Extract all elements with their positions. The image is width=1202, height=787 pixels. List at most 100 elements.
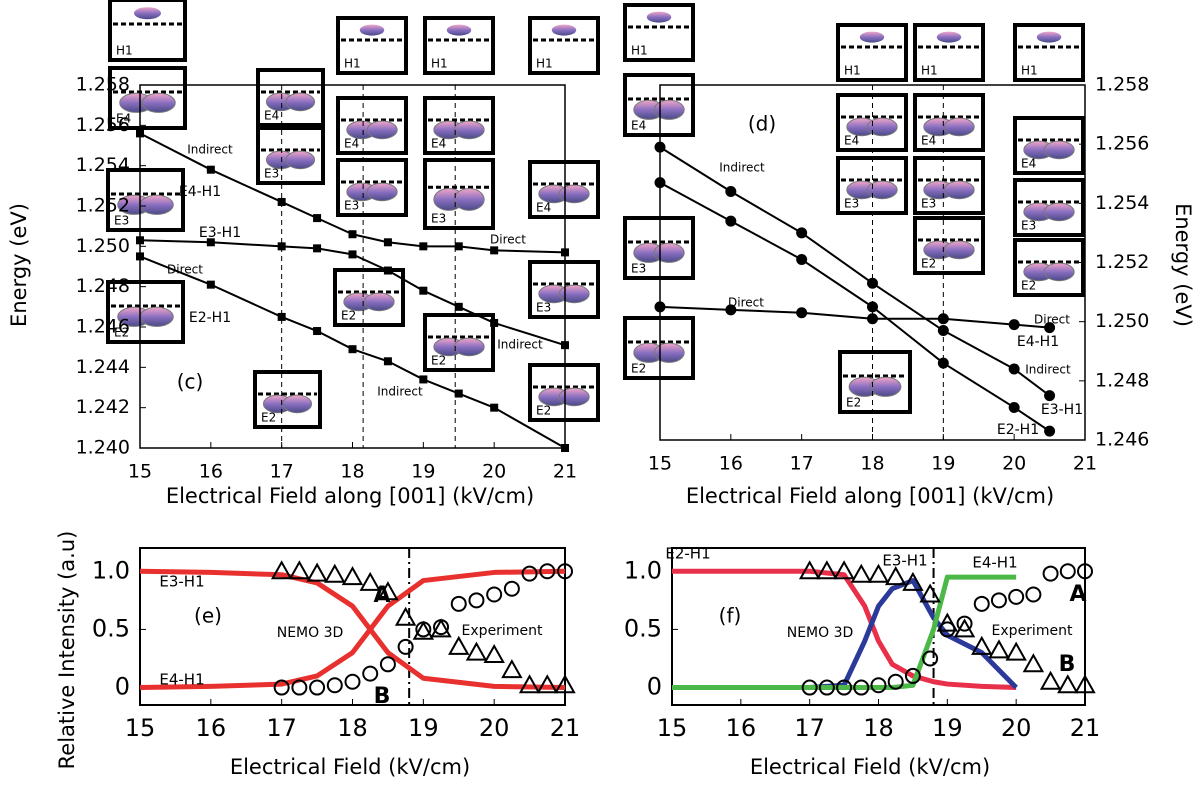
inset-wavefunction [282,394,313,414]
data-point [206,165,215,174]
inset: E4 [528,160,600,219]
panel: 15 16 17 18 19 20 21 0 0.5 1.0 E3-H1 E4-H1 A B (e) NEMO… [55,531,580,779]
data-point [486,586,503,603]
annotation: Direct [728,296,764,310]
data-point [557,563,573,580]
data-point [344,673,361,690]
inset-wavefunction [936,31,962,43]
data-point [867,563,890,583]
inset: E4 [623,73,695,137]
y-tick-label: 1.250 [76,235,130,257]
inset-wavefunction [866,117,898,137]
inset-wavefunction [453,188,485,211]
data-point [867,277,878,289]
panel: H1 E4 E3 E2 E4 E3 E2 H1 E4 E3 E2 H1 E4 E3 E2 H1 E4 E3 E2 15… [7,0,600,508]
annotation: Indirect [719,161,765,175]
series-label: A [1069,582,1086,607]
data-point [990,592,1007,609]
inset-label: E3 [844,197,859,211]
inset-label: E3 [631,262,646,276]
x-tick-label: 17 [266,714,297,742]
data-point [796,227,808,239]
inset: E3 [623,216,695,280]
y-axis-label: Energy (eV) [7,203,31,327]
inset-wavefunction [866,180,898,200]
data-point [430,618,452,638]
inset: E2 [1013,238,1085,297]
data-point [277,197,286,206]
inset-wavefunction [446,24,472,36]
y-tick-label: 1.252 [76,195,130,217]
y-tick-label: 1.242 [76,396,130,418]
inset-label: H1 [116,44,133,58]
inset: E3 [256,126,325,185]
inset-label: E2 [1021,279,1036,293]
data-point [1025,586,1042,603]
series-label: A [373,583,390,608]
inset-wavefunction [943,117,975,137]
inset-label: E3 [344,199,359,213]
inset-wavefunction [653,99,685,120]
y-tick-label: 1.246 [1095,429,1149,451]
x-tick-label: 18 [337,714,368,742]
series-label: E3-H1 [199,225,241,241]
x-axis-label: Electrical Field along [001] (kV/cm) [686,484,1054,508]
inset-wavefunction [653,342,685,363]
data-point [326,677,343,694]
data-point [277,242,286,251]
data-point [454,389,463,398]
inset: H1 [623,3,695,62]
y-tick-label: 1.0 [92,556,130,584]
panel: 15 16 17 18 19 20 21 0 0.5 1.0E2-H1 E3-H1 E4-H1 A B (f… [624,545,1100,780]
data-point [853,679,870,696]
data-point [939,621,956,638]
inset-label: E2 [261,411,276,425]
data-point [971,635,993,655]
annotation: Direct [167,263,203,277]
x-tick-label: 19 [411,461,435,483]
x-tick-label: 19 [931,453,955,475]
annotation: NEMO 3D [277,625,344,641]
inset-wavefunction [359,24,385,36]
data-point [937,357,949,369]
data-point [973,595,990,612]
inset-wavefunction [141,92,176,113]
series-label: E2-H1 [665,545,710,563]
data-point [654,177,666,189]
inset: H1 [336,16,408,75]
inset-label: H1 [344,57,361,71]
data-point [277,312,286,321]
inset-wavefunction [285,150,316,170]
inset: E4 [1013,116,1085,175]
x-tick-label: 17 [794,714,825,742]
inset: H1 [836,23,908,82]
data-point [313,244,322,253]
data-point [725,304,737,316]
data-point [136,236,144,245]
x-tick-label: 20 [1002,453,1026,475]
data-point [483,643,505,663]
y-tick-label: 1.254 [1095,192,1149,214]
series-label: E4-H1 [179,184,221,200]
annotation: (c) [177,370,204,394]
data-point [270,560,293,580]
inset-label: E2 [341,309,356,323]
x-tick-label: 18 [340,461,364,483]
series-line [139,132,566,254]
inset-wavefunction [859,31,885,43]
data-point [468,592,485,609]
x-tick-label: 19 [932,714,963,742]
inset-label: E4 [431,137,446,151]
annotation: Direct [1034,313,1070,327]
inset-box [528,16,600,75]
x-tick-label: 18 [863,714,894,742]
data-point [937,325,949,337]
x-tick-label: 18 [860,453,884,475]
data-point [362,665,379,682]
data-point [801,679,818,696]
series-line [672,568,1017,691]
inset-wavefunction [139,306,174,327]
data-point [902,571,924,591]
data-point [1044,390,1056,402]
